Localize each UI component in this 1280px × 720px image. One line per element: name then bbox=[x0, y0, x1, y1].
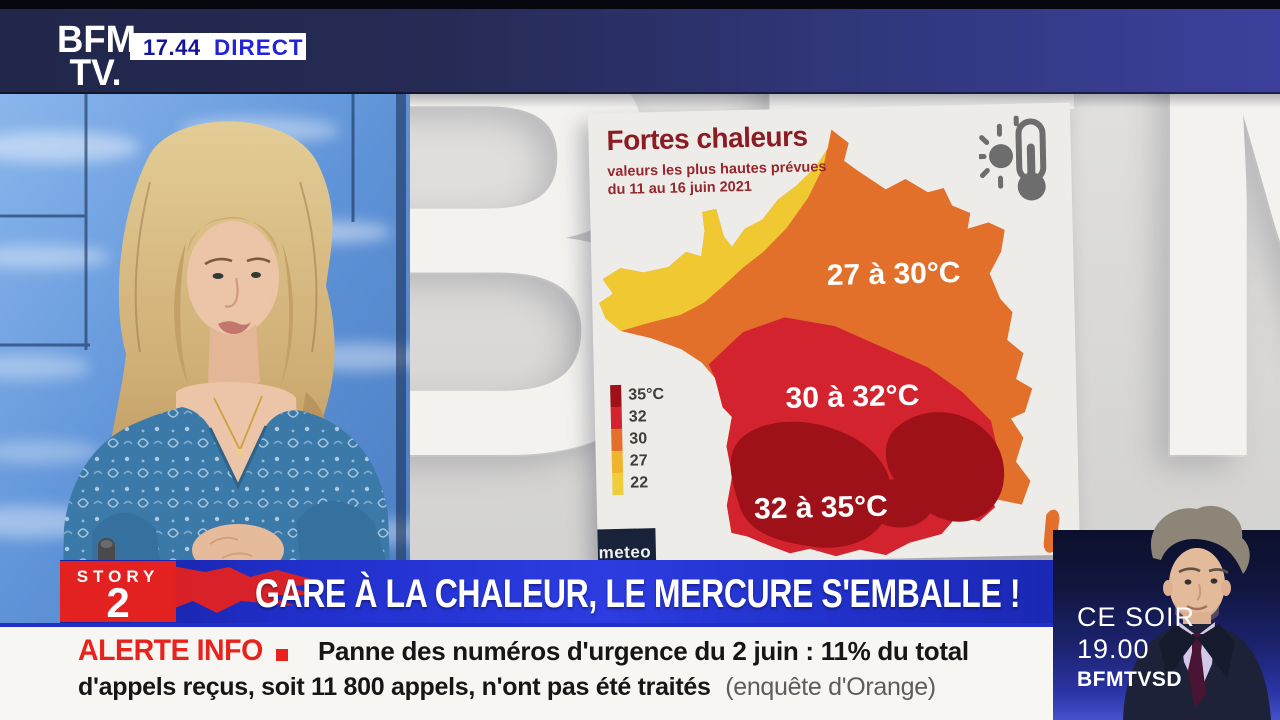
ticker-line1: Panne des numéros d'urgence du 2 juin : … bbox=[318, 636, 969, 666]
guest-face-features bbox=[204, 257, 271, 334]
ticker-line2-bold: d'appels reçus, soit 11 800 appels, n'on… bbox=[78, 673, 711, 701]
bfmtv-logo-line1: BFM bbox=[57, 19, 137, 61]
zone-label-30-32: 30 à 32°C bbox=[785, 379, 919, 415]
france-heat-map: 27 à 30°C 30 à 32°C 32 à 35°C bbox=[599, 129, 1060, 557]
legend-label: 22 bbox=[630, 474, 649, 492]
zone-label-27-30: 27 à 30°C bbox=[826, 256, 960, 292]
alert-label: ALERTE INFO bbox=[78, 634, 263, 667]
headline: GARE À LA CHALEUR, LE MERCURE S'EMBALLE … bbox=[255, 572, 1021, 616]
ticker-line2: d'appels reçus, soit 11 800 appels, n'on… bbox=[78, 673, 936, 702]
legend-row: 27 bbox=[611, 450, 666, 474]
legend-swatch bbox=[612, 472, 624, 496]
map-legend: 35°C 32 30 27 22 bbox=[610, 384, 666, 496]
legend-label: 32 bbox=[628, 408, 647, 426]
promo-show: BFMTVSD bbox=[1077, 668, 1182, 691]
zone-32-35 bbox=[730, 412, 1005, 548]
promo-panel: CE SOIR 19.00 BFMTVSD bbox=[1053, 505, 1280, 720]
bfmtv-logo: BFM TV. bbox=[57, 19, 137, 94]
legend-swatch bbox=[611, 450, 624, 474]
map-subtitle-line2: du 11 au 16 juin 2021 bbox=[607, 178, 753, 199]
promo-when: CE SOIR bbox=[1077, 602, 1196, 632]
news-ticker: ALERTE INFO Panne des numéros d'urgence … bbox=[0, 623, 1053, 720]
legend-swatch bbox=[610, 384, 622, 408]
promo-time: 19.00 bbox=[1077, 634, 1150, 664]
legend-swatch bbox=[610, 406, 623, 430]
legend-row: 22 bbox=[612, 472, 666, 496]
time-direct-strip: 17.44 DIRECT bbox=[130, 33, 306, 60]
legend-row: 35°C bbox=[610, 384, 665, 408]
map-subtitle-line1: valeurs les plus hautes prévues bbox=[607, 159, 827, 181]
guest-person bbox=[62, 121, 392, 623]
clock: 17.44 bbox=[143, 35, 201, 60]
bfmtv-logo-line2: TV. bbox=[69, 52, 122, 94]
promo-presenter-photo bbox=[1123, 505, 1271, 720]
story-badge: STORY 2 bbox=[60, 561, 176, 626]
story-badge-number: 2 bbox=[106, 579, 130, 626]
weather-map-card: 27 à 30°C 30 à 32°C 32 à 35°C Fortes cha… bbox=[587, 102, 1081, 566]
studio-guest-photo bbox=[0, 92, 410, 623]
legend-label: 27 bbox=[629, 452, 648, 470]
map-title: Fortes chaleurs bbox=[606, 120, 808, 157]
top-edge-strip bbox=[0, 0, 1280, 9]
story-badge-label: STORY bbox=[76, 567, 160, 586]
live-badge: DIRECT bbox=[214, 35, 304, 60]
legend-row: 32 bbox=[610, 406, 665, 430]
sun-thermometer-icon bbox=[978, 115, 1047, 201]
zone-22-27 bbox=[599, 129, 832, 331]
legend-label: 30 bbox=[629, 430, 648, 448]
zone-label-32-35: 32 à 35°C bbox=[754, 490, 888, 526]
map-subtitle: valeurs les plus hautes prévues du 11 au… bbox=[607, 158, 827, 199]
legend-label: 35°C bbox=[628, 385, 665, 404]
alert-bullet-square bbox=[276, 649, 288, 661]
ticker-source: (enquête d'Orange) bbox=[725, 673, 936, 701]
top-band: BFM TV. 17.44 DIRECT bbox=[0, 9, 1280, 94]
legend-swatch bbox=[611, 428, 623, 452]
legend-row: 30 bbox=[611, 428, 665, 452]
headline-band: STORY 2 GARE À LA CHALEUR, LE MERCURE S'… bbox=[60, 560, 1053, 626]
